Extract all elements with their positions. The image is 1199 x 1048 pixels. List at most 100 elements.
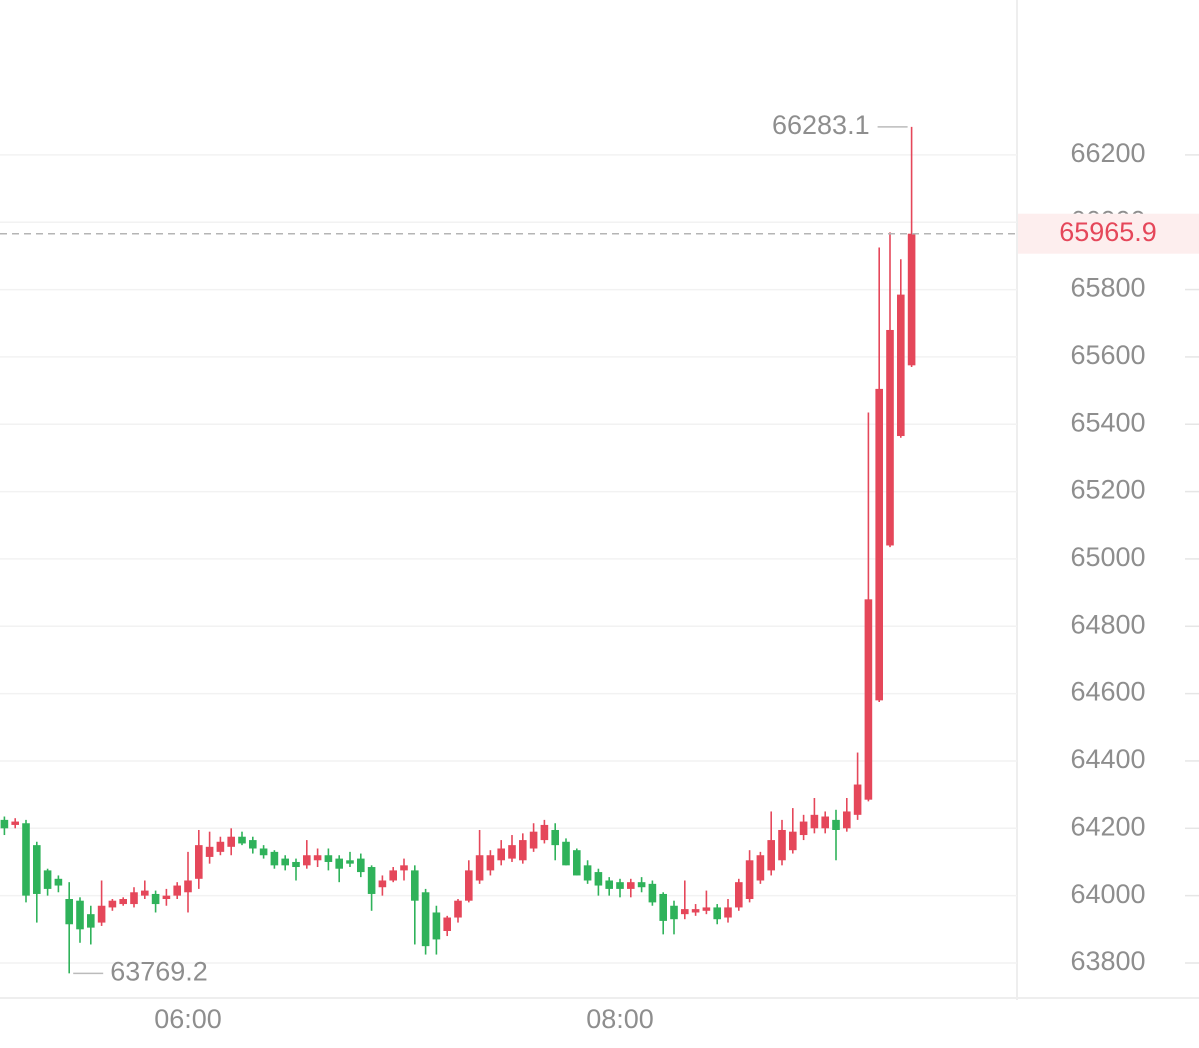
candle-body bbox=[303, 855, 311, 866]
candle-body bbox=[205, 846, 214, 857]
y-tick-label: 63800 bbox=[1070, 946, 1145, 976]
candle-body bbox=[400, 865, 408, 871]
candle-body bbox=[627, 882, 635, 889]
candle-body bbox=[767, 840, 775, 871]
y-tick-label: 65800 bbox=[1070, 273, 1145, 303]
min-label: 63769.2 bbox=[110, 956, 208, 986]
candle-body bbox=[238, 836, 246, 844]
candle-body bbox=[454, 900, 462, 918]
candle-body bbox=[216, 841, 225, 852]
candle-body bbox=[97, 905, 106, 923]
candle-body bbox=[843, 811, 851, 829]
candle-body bbox=[789, 831, 797, 851]
candle-body bbox=[886, 329, 894, 546]
candle-body bbox=[875, 388, 883, 701]
candle-body bbox=[681, 909, 689, 915]
candle-body bbox=[443, 917, 451, 931]
candle-body bbox=[184, 880, 192, 893]
candle-body bbox=[691, 909, 700, 913]
candle-body bbox=[65, 899, 73, 925]
candle-body bbox=[130, 892, 138, 905]
candle-body bbox=[108, 900, 117, 908]
candle-body bbox=[486, 855, 495, 871]
candle-body bbox=[810, 814, 819, 829]
x-tick-label: 06:00 bbox=[154, 1004, 222, 1034]
candle-body bbox=[702, 907, 711, 911]
candle-body bbox=[724, 907, 732, 918]
candle-body bbox=[832, 819, 840, 830]
candle-body bbox=[270, 851, 279, 866]
last-price-label: 65965.9 bbox=[1059, 217, 1157, 247]
candle-body bbox=[508, 845, 516, 859]
candle-body bbox=[141, 890, 149, 896]
y-tick-label: 65400 bbox=[1070, 407, 1145, 437]
candle-body bbox=[411, 870, 419, 901]
candle-body bbox=[897, 294, 905, 437]
candle-body bbox=[43, 870, 52, 889]
candle-body bbox=[432, 912, 441, 940]
candle-body bbox=[594, 872, 603, 886]
candle-body bbox=[648, 883, 657, 903]
candle-body bbox=[292, 861, 300, 868]
candle-body bbox=[259, 848, 268, 856]
candle-body bbox=[529, 831, 538, 849]
candle-body bbox=[324, 855, 333, 862]
candle-body bbox=[281, 858, 289, 866]
candle-body bbox=[249, 840, 257, 849]
candle-body bbox=[87, 914, 95, 928]
candle-body bbox=[756, 855, 765, 881]
candle-body bbox=[616, 882, 624, 889]
candle-body bbox=[367, 867, 376, 894]
candle-body bbox=[33, 845, 41, 894]
candle-body bbox=[713, 907, 721, 920]
candle-body bbox=[76, 900, 84, 930]
candle-body bbox=[821, 816, 829, 829]
candle-body bbox=[562, 841, 570, 866]
candle-body bbox=[778, 829, 786, 861]
candle-body bbox=[519, 840, 527, 861]
y-tick-label: 65200 bbox=[1070, 475, 1145, 505]
candle-body bbox=[0, 819, 9, 829]
candle-body bbox=[864, 599, 873, 800]
candle-body bbox=[11, 821, 19, 825]
candle-body bbox=[583, 865, 592, 881]
candle-body bbox=[389, 870, 397, 881]
max-label: 66283.1 bbox=[772, 110, 870, 140]
y-tick-label: 64400 bbox=[1070, 744, 1145, 774]
candle-body bbox=[540, 824, 549, 841]
candle-body bbox=[421, 892, 430, 947]
last-price-box bbox=[1018, 213, 1199, 254]
candle-body bbox=[227, 836, 235, 847]
y-tick-label: 64200 bbox=[1070, 811, 1145, 841]
candle-body bbox=[637, 882, 646, 888]
candle-body bbox=[475, 855, 484, 881]
candle-body bbox=[799, 821, 808, 836]
candle-body bbox=[907, 233, 916, 366]
candle-body bbox=[346, 860, 354, 864]
y-tick-label: 65000 bbox=[1070, 542, 1145, 572]
candle-body bbox=[22, 823, 30, 896]
candle-body bbox=[173, 885, 181, 896]
candle-body bbox=[605, 880, 613, 889]
candle-body bbox=[54, 878, 63, 886]
y-tick-label: 66200 bbox=[1070, 138, 1145, 168]
candle-body bbox=[378, 880, 387, 888]
candle-body bbox=[313, 855, 322, 861]
candle-body bbox=[335, 858, 343, 869]
candle-body bbox=[465, 870, 473, 901]
candle-body bbox=[659, 893, 667, 921]
candle-body bbox=[573, 850, 581, 876]
candle-body bbox=[735, 882, 743, 908]
candle-body bbox=[497, 848, 505, 861]
y-tick-label: 64600 bbox=[1070, 677, 1145, 707]
candle-body bbox=[151, 893, 160, 905]
candle-body bbox=[670, 905, 678, 920]
y-tick-label: 65600 bbox=[1070, 340, 1145, 370]
candle-body bbox=[195, 845, 203, 879]
y-tick-label: 64800 bbox=[1070, 609, 1145, 639]
candle-body bbox=[745, 860, 754, 900]
candle-body bbox=[162, 895, 171, 900]
candle-body bbox=[119, 899, 127, 905]
candle-body bbox=[357, 858, 365, 873]
